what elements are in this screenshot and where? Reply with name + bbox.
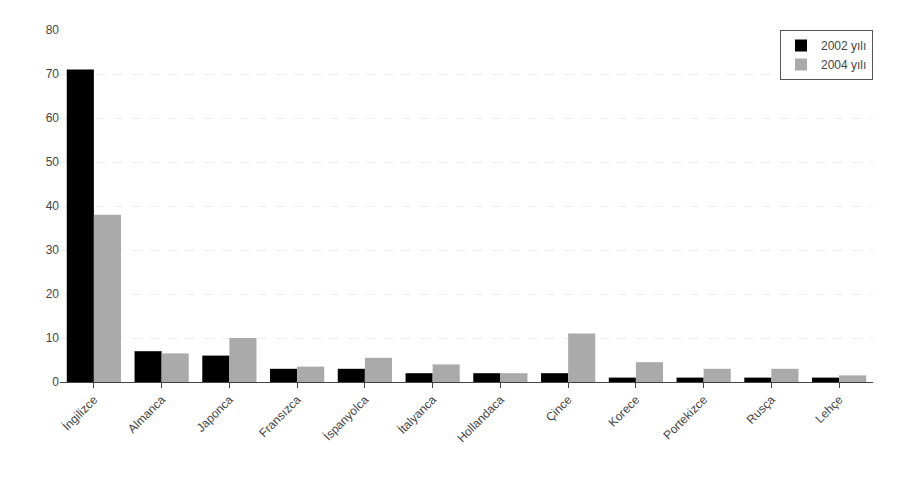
svg-text:10: 10 [46,331,60,345]
svg-text:Çince: Çince [543,393,575,425]
svg-text:İtalyanca: İtalyanca [395,393,439,437]
svg-text:2004 yılı: 2004 yılı [821,58,866,72]
svg-text:Rusça: Rusça [744,393,778,427]
svg-text:20: 20 [46,287,60,301]
svg-text:0: 0 [52,375,59,389]
svg-text:İngilizce: İngilizce [60,393,101,434]
svg-text:İspanyolca: İspanyolca [321,393,372,444]
svg-text:Lehçe: Lehçe [812,393,845,426]
svg-text:40: 40 [46,199,60,213]
svg-text:30: 30 [46,243,60,257]
svg-text:Fransızca: Fransızca [256,393,303,440]
svg-text:Portekizce: Portekizce [660,393,710,443]
svg-text:Hollandaca: Hollandaca [454,393,507,446]
svg-text:50: 50 [46,155,60,169]
svg-text:Almanca: Almanca [125,393,168,436]
svg-text:80: 80 [46,23,60,37]
svg-text:70: 70 [46,67,60,81]
svg-text:60: 60 [46,111,60,125]
svg-text:Korece: Korece [605,393,642,430]
svg-text:2002 yılı: 2002 yılı [821,39,866,53]
svg-text:Japonca: Japonca [194,393,236,435]
